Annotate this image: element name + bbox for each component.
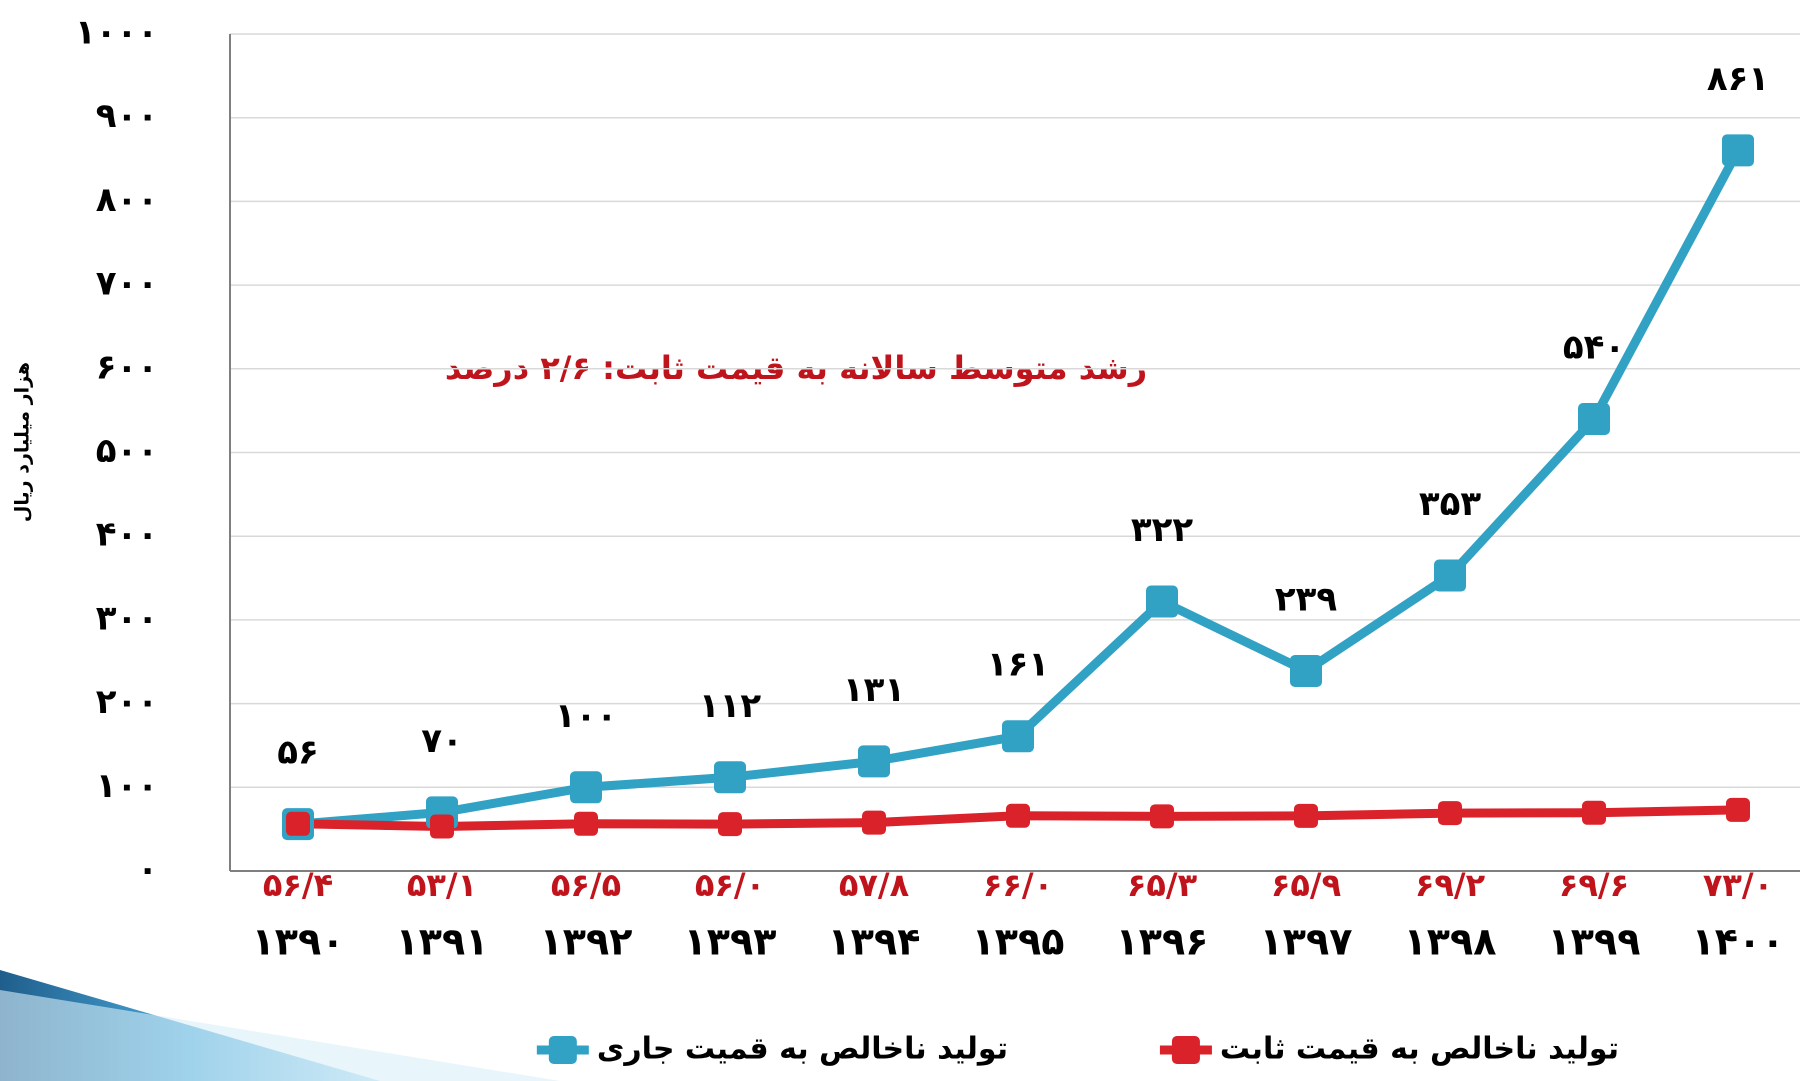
x-tick-label: ۱۳۹۶ <box>1116 920 1209 964</box>
y-tick-label: ۲۰۰ <box>96 682 158 722</box>
data-label: ۳۲۲ <box>1131 510 1194 550</box>
data-label: ۵۶/۰ <box>695 866 765 904</box>
data-label: ۶۵/۹ <box>1271 866 1341 904</box>
data-label: ۵۷/۸ <box>839 866 910 904</box>
marker <box>1434 559 1466 592</box>
data-label: ۶۹/۲ <box>1415 866 1486 904</box>
data-label: ۵۶/۴ <box>263 866 333 904</box>
annotation: رشد متوسط سالانه به قیمت ثابت: ۲/۶ درصد <box>445 349 1147 387</box>
x-tick-label: ۱۳۹۵ <box>972 920 1065 964</box>
marker <box>862 810 886 835</box>
marker <box>430 814 454 839</box>
marker <box>1294 803 1318 828</box>
marker <box>1002 720 1034 753</box>
y-tick-label: ۳۰۰ <box>96 598 158 638</box>
y-tick-label: ۱۰۰ <box>96 766 158 806</box>
marker <box>718 812 742 837</box>
data-label: ۱۳۱ <box>843 670 905 710</box>
y-tick-label: ۶۰۰ <box>96 347 158 387</box>
x-tick-label: ۱۳۹۸ <box>1404 920 1497 964</box>
x-tick-label: ۱۳۹۹ <box>1548 920 1641 964</box>
data-label: ۷۳/۰ <box>1703 866 1773 904</box>
data-label: ۱۱۲ <box>699 686 762 726</box>
y-tick-label: ۷۰۰ <box>96 264 158 304</box>
x-tick-label: ۱۳۹۰ <box>252 920 345 964</box>
data-label: ۲۳۹ <box>1275 579 1338 619</box>
marker <box>1726 797 1750 822</box>
decoration <box>0 990 560 1081</box>
y-tick-label: ۸۰۰ <box>96 180 158 220</box>
x-tick-label: ۱۴۰۰ <box>1692 920 1785 964</box>
legend-label: تولید ناخالص به قیمت ثابت <box>1220 1032 1619 1067</box>
y-axis-label: هزار میلیارد ریال <box>12 362 34 522</box>
data-label: ۸۶۱ <box>1707 59 1769 99</box>
data-label: ۳۵۳ <box>1419 484 1482 524</box>
data-label: ۱۶۱ <box>987 645 1049 685</box>
marker <box>714 761 746 794</box>
data-label: ۷۰ <box>421 721 463 761</box>
y-tick-label: ۹۰۰ <box>96 96 158 136</box>
x-tick-label: ۱۳۹۳ <box>684 920 777 964</box>
x-tick-label: ۱۳۹۴ <box>828 920 921 964</box>
data-label: ۵۶/۵ <box>551 866 621 904</box>
legend-marker <box>1171 1036 1200 1064</box>
y-tick-label: ۱۰۰۰ <box>75 13 158 53</box>
x-tick-label: ۱۳۹۲ <box>540 920 633 964</box>
marker <box>1146 585 1178 618</box>
x-tick-label: ۱۳۹۱ <box>396 920 489 964</box>
marker <box>1290 654 1322 687</box>
data-label: ۵۳/۱ <box>407 866 477 904</box>
y-tick-label: ۰ <box>137 850 158 890</box>
data-label: ۵۶ <box>277 733 319 773</box>
y-tick-label: ۴۰۰ <box>96 515 158 555</box>
marker <box>574 811 598 836</box>
marker <box>1578 403 1610 436</box>
marker <box>1150 804 1174 829</box>
legend-label: تولید ناخالص به قمیت جاری <box>597 1032 1008 1067</box>
data-label: ۱۰۰ <box>555 696 617 736</box>
marker <box>1722 134 1754 167</box>
marker <box>286 811 310 836</box>
marker <box>1438 801 1462 826</box>
data-label: ۵۴۰ <box>1563 328 1625 368</box>
x-tick-label: ۱۳۹۷ <box>1260 920 1353 964</box>
marker <box>1006 803 1030 828</box>
y-tick-label: ۵۰۰ <box>96 431 158 471</box>
data-label: ۶۶/۰ <box>983 866 1053 904</box>
marker <box>1582 800 1606 825</box>
marker <box>570 771 602 804</box>
data-label: ۶۹/۶ <box>1559 866 1629 904</box>
marker <box>858 745 890 778</box>
legend-marker <box>548 1036 577 1064</box>
data-label: ۶۵/۳ <box>1127 866 1198 904</box>
